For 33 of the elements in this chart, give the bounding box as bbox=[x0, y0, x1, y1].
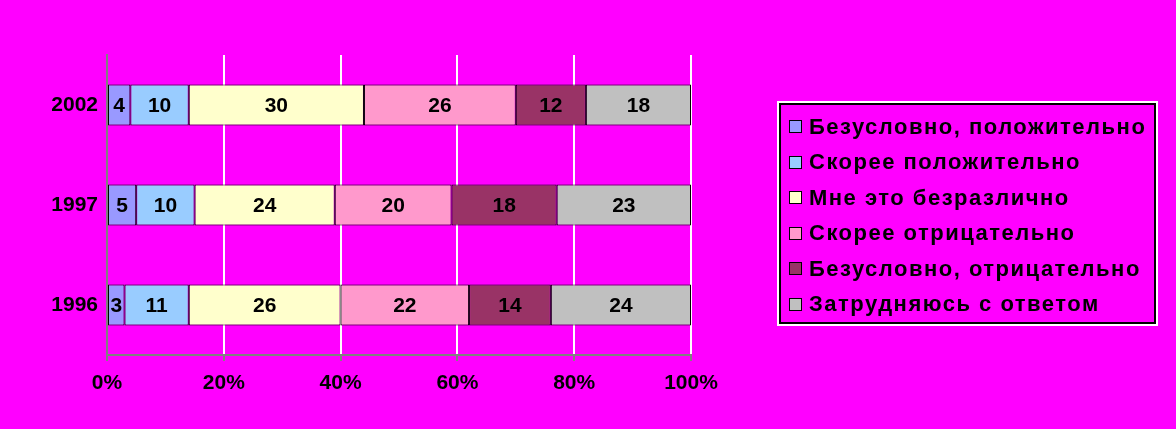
data-label: 26 bbox=[253, 292, 277, 316]
x-tick-label: 80% bbox=[553, 370, 596, 394]
data-label: 23 bbox=[612, 192, 636, 216]
data-label: 18 bbox=[626, 92, 651, 116]
data-label: 5 bbox=[116, 192, 129, 216]
data-label: 10 bbox=[153, 192, 178, 216]
data-label: 20 bbox=[381, 192, 405, 216]
data-label: 30 bbox=[264, 92, 289, 116]
data-label: 22 bbox=[393, 292, 417, 316]
data-label: 18 bbox=[492, 192, 517, 216]
data-label: 11 bbox=[145, 292, 169, 316]
data-label: 3 bbox=[110, 292, 123, 316]
data-label: 14 bbox=[498, 292, 522, 316]
x-tick-label: 0% bbox=[91, 370, 123, 394]
data-label: 4 bbox=[113, 92, 126, 116]
data-label: 24 bbox=[253, 192, 277, 216]
y-tick-label: 1997 bbox=[51, 191, 98, 215]
x-tick-label: 60% bbox=[436, 370, 479, 394]
y-tick-label: 1996 bbox=[51, 291, 98, 315]
x-tick-label: 100% bbox=[664, 370, 719, 394]
data-label: 12 bbox=[539, 92, 563, 116]
data-label: 10 bbox=[147, 92, 172, 116]
data-label: 26 bbox=[428, 92, 452, 116]
data-label: 24 bbox=[609, 292, 633, 316]
x-tick-label: 20% bbox=[202, 370, 246, 394]
legend-label: Скорее отрицательно bbox=[809, 220, 1076, 247]
legend-label: Скорее положительно bbox=[809, 149, 1081, 176]
y-tick-label: 2002 bbox=[51, 91, 98, 115]
legend-label: Затрудняюсь с ответом bbox=[809, 291, 1100, 318]
x-tick-label: 40% bbox=[319, 370, 362, 394]
legend-label: Безусловно, отрицательно bbox=[809, 255, 1141, 282]
legend-label: Мне это безразлично bbox=[809, 184, 1070, 211]
legend-label: Безусловно, положительно bbox=[809, 113, 1147, 140]
